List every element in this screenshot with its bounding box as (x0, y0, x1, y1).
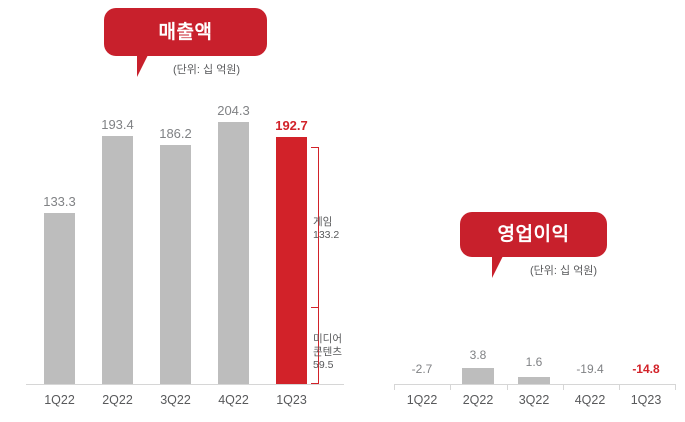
profit-unit-label: (단위: 십 억원) (530, 265, 598, 277)
revenue-bar-2q22 (102, 136, 133, 384)
segment-media-name-2: 콘텐츠 (313, 346, 342, 359)
profit-axis-tick-5 (675, 384, 676, 390)
segment-media-value: 59.5 (313, 359, 334, 372)
revenue-category-2q22: 2Q22 (102, 393, 133, 407)
revenue-category-4q22: 4Q22 (218, 393, 249, 407)
profit-value-1q22: -2.7 (411, 362, 433, 376)
segment-game-value: 133.2 (313, 229, 340, 242)
revenue-value-3q22: 186.2 (159, 126, 192, 141)
revenue-value-4q22: 204.3 (217, 103, 250, 118)
revenue-segment-game: 게임 133.2 (313, 216, 339, 242)
operating-profit-chart-panel: 영업이익 (단위: 십 억원) -2.7 3.8 1.6 -19.4 -14.8… (390, 0, 685, 422)
revenue-title-label: 매출액 (158, 21, 213, 43)
profit-bubble-tail (492, 256, 503, 278)
profit-axis-tick-2 (507, 384, 508, 390)
segment-media-name-1: 미디어 (313, 333, 342, 345)
profit-title-bubble: 영업이익 (460, 212, 607, 257)
profit-category-3q22: 3Q22 (518, 393, 550, 407)
profit-value-2q22: 3.8 (469, 348, 487, 362)
profit-axis-tick-4 (619, 384, 620, 390)
revenue-bar-1q23 (276, 137, 307, 384)
revenue-category-1q22: 1Q22 (44, 393, 75, 407)
profit-axis-line (394, 384, 676, 385)
revenue-segment-media: 미디어 콘텐츠 59.5 (313, 333, 342, 372)
profit-value-4q22: -19.4 (576, 362, 604, 376)
profit-axis-tick-0 (394, 384, 395, 390)
revenue-category-1q23: 1Q23 (276, 393, 307, 407)
revenue-value-1q23: 192.7 (275, 118, 308, 133)
profit-title-label: 영업이익 (497, 224, 570, 245)
profit-category-2q22: 2Q22 (462, 393, 494, 407)
revenue-value-2q22: 193.4 (101, 117, 134, 132)
revenue-value-1q22: 133.3 (43, 194, 76, 209)
revenue-breakdown-divider (311, 307, 319, 308)
revenue-breakdown-bracket (311, 147, 319, 384)
profit-value-1q23: -14.8 (632, 362, 660, 376)
profit-bar-2q22 (462, 368, 494, 384)
revenue-axis-line (26, 384, 344, 385)
profit-category-4q22: 4Q22 (574, 393, 606, 407)
revenue-chart-panel: 매출액 (단위: 십 억원) 133.3 193.4 186.2 204.3 1… (26, 8, 344, 407)
segment-game-name: 게임 (313, 216, 333, 228)
revenue-bar-1q22 (44, 213, 75, 384)
revenue-title-bubble: 매출액 (104, 8, 267, 56)
profit-axis-tick-1 (450, 384, 451, 390)
profit-axis-tick-3 (563, 384, 564, 390)
profit-value-3q22: 1.6 (525, 355, 543, 369)
profit-bar-3q22 (518, 377, 550, 384)
revenue-category-3q22: 3Q22 (160, 393, 191, 407)
profit-category-1q22: 1Q22 (406, 393, 438, 407)
revenue-bubble-tail (137, 55, 148, 77)
profit-category-1q23: 1Q23 (630, 393, 662, 407)
revenue-bar-3q22 (160, 145, 191, 384)
revenue-bar-4q22 (218, 122, 249, 384)
revenue-unit-label: (단위: 십 억원) (173, 64, 241, 76)
